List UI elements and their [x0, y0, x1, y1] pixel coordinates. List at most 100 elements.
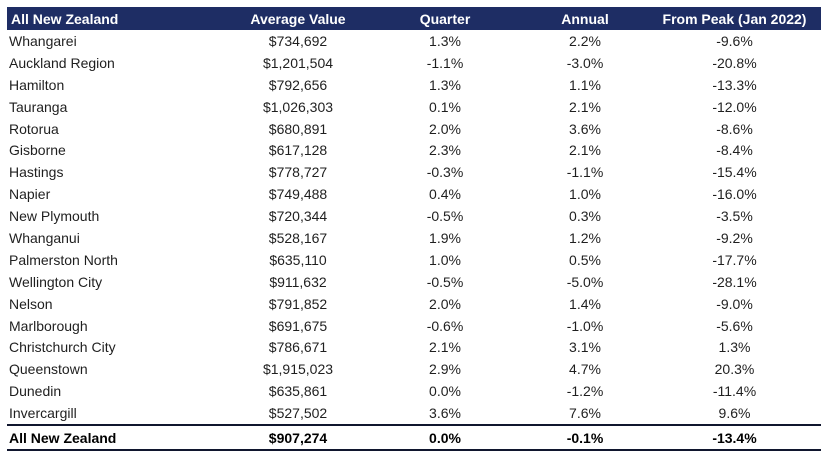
value-cell: 2.0%: [429, 295, 461, 312]
footer-value-cell: -0.1%: [522, 424, 648, 452]
value-cell: $635,110: [269, 251, 327, 268]
table-row: Marlborough $691,675 -0.6% -1.0% -5.6%: [7, 315, 821, 337]
table-row: Queenstown $1,915,023 2.9% 4.7% 20.3%: [7, 358, 821, 380]
value-cell: 1.3%: [429, 76, 461, 93]
value-cell: $734,692: [268, 32, 328, 49]
region-name-cell: Dunedin: [9, 383, 62, 400]
region-name-cell: Auckland Region: [9, 54, 115, 71]
table-footer: All New Zealand $907,274 0.0% -0.1% -13.4%: [7, 424, 821, 452]
value-cell: 2.9%: [429, 361, 461, 378]
footer-value-cell: -13.4%: [648, 424, 821, 452]
value-cell: 2.1%: [569, 142, 601, 159]
column-header: From Peak (Jan 2022): [648, 7, 821, 30]
value-cell: -8.6%: [716, 120, 753, 137]
value-cell: 9.6%: [718, 405, 751, 422]
table-row: Wellington City $911,632 -0.5% -5.0% -28.1%: [7, 271, 821, 293]
value-cell: 20.3%: [714, 361, 755, 378]
value-cell: -9.2%: [716, 229, 753, 246]
region-name-cell: Tauranga: [9, 98, 68, 115]
region-name-cell: Whangarei: [9, 32, 77, 49]
table-row: Hastings $778,727 -0.3% -1.1% -15.4%: [7, 161, 821, 183]
value-cell: 7.6%: [569, 405, 601, 422]
value-cell: 1.3%: [718, 339, 751, 356]
value-cell: 2.1%: [569, 98, 601, 115]
column-header: Average Value: [228, 7, 368, 30]
value-cell: 0.0%: [429, 383, 461, 400]
region-name-cell: Gisborne: [9, 142, 66, 159]
value-cell: 0.5%: [569, 251, 601, 268]
table-row: Hamilton $792,656 1.3% 1.1% -13.3%: [7, 74, 821, 96]
value-cell: -3.5%: [716, 208, 753, 225]
region-name-cell: Rotorua: [9, 120, 59, 137]
table-header: All New Zealand Average Value Quarter Annua…: [7, 7, 821, 30]
footer-value-cell: 0.0%: [368, 424, 522, 452]
regional-values-table: All New Zealand Average Value Quarter Annua…: [7, 7, 821, 452]
value-cell: $691,675: [268, 317, 328, 334]
value-cell: -1.0%: [566, 317, 604, 334]
table-row: Tauranga $1,026,303 0.1% 2.1% -12.0%: [7, 96, 821, 118]
region-name-cell: Palmerston North: [9, 251, 118, 268]
region-name-cell: New Plymouth: [9, 208, 100, 225]
value-cell: -0.6%: [426, 317, 464, 334]
value-cell: 0.3%: [569, 208, 601, 225]
table-body: Whangarei $734,692 1.3% 2.2% -9.6% Auckland R…: [7, 30, 821, 425]
value-cell: -16.0%: [712, 186, 757, 203]
table-row: Whangarei $734,692 1.3% 2.2% -9.6%: [7, 30, 821, 52]
value-cell: $720,344: [268, 208, 328, 225]
value-cell: -5.0%: [566, 273, 604, 290]
table-row: Rotorua $680,891 2.0% 3.6% -8.6%: [7, 118, 821, 140]
value-cell: -11.4%: [712, 383, 757, 400]
value-cell: 2.2%: [569, 32, 601, 49]
value-cell: $1,201,504: [262, 54, 334, 71]
value-cell: 1.9%: [429, 229, 461, 246]
value-cell: $617,128: [268, 142, 328, 159]
table-row: Invercargill $527,502 3.6% 7.6% 9.6%: [7, 402, 821, 425]
value-cell: -9.6%: [716, 32, 753, 49]
value-cell: -8.4%: [716, 142, 753, 159]
table-row: Dunedin $635,861 0.0% -1.2% -11.4%: [7, 380, 821, 402]
value-cell: $911,632: [269, 273, 327, 290]
table-row: Napier $749,488 0.4% 1.0% -16.0%: [7, 183, 821, 205]
value-cell: $792,656: [268, 76, 328, 93]
table-row: Gisborne $617,128 2.3% 2.1% -8.4%: [7, 139, 821, 161]
value-cell: -15.4%: [712, 164, 757, 181]
column-header: Quarter: [368, 7, 522, 30]
value-cell: -12.0%: [712, 98, 757, 115]
value-cell: -0.5%: [426, 273, 464, 290]
value-cell: $680,891: [268, 120, 328, 137]
value-cell: 1.1%: [569, 76, 601, 93]
value-cell: 1.0%: [569, 186, 601, 203]
table-row: Christchurch City $786,671 2.1% 3.1% 1.3%: [7, 336, 821, 358]
value-cell: 1.3%: [429, 32, 461, 49]
value-cell: 3.6%: [429, 405, 461, 422]
value-cell: $1,026,303: [262, 98, 334, 115]
value-cell: 1.0%: [429, 251, 461, 268]
footer-value-cell: $907,274: [228, 424, 368, 452]
value-cell: 0.4%: [429, 186, 461, 203]
value-cell: 2.1%: [429, 339, 461, 356]
value-cell: $1,915,023: [262, 361, 334, 378]
region-name-cell: Napier: [9, 186, 51, 203]
value-cell: -28.1%: [712, 273, 757, 290]
value-cell: -1.1%: [566, 164, 604, 181]
value-cell: 2.0%: [429, 120, 461, 137]
region-name-cell: Invercargill: [9, 405, 77, 422]
value-cell: -1.1%: [426, 54, 464, 71]
footer-label-cell: All New Zealand: [7, 424, 228, 452]
value-cell: 3.6%: [569, 120, 601, 137]
region-name-cell: Hastings: [9, 164, 64, 181]
table-footer-row: All New Zealand $907,274 0.0% -0.1% -13.4%: [7, 424, 821, 452]
value-cell: -0.5%: [426, 208, 464, 225]
value-cell: 3.1%: [569, 339, 601, 356]
region-name-cell: Queenstown: [9, 361, 88, 378]
table-header-row: All New Zealand Average Value Quarter Annua…: [7, 7, 821, 30]
value-cell: $635,861: [268, 383, 328, 400]
value-cell: 4.7%: [569, 361, 601, 378]
value-cell: $791,852: [268, 295, 328, 312]
region-name-cell: Marlborough: [9, 317, 88, 334]
value-cell: $786,671: [268, 339, 328, 356]
table-row: New Plymouth $720,344 -0.5% 0.3% -3.5%: [7, 205, 821, 227]
table-row: Whanganui $528,167 1.9% 1.2% -9.2%: [7, 227, 821, 249]
value-cell: $749,488: [268, 186, 328, 203]
value-cell: 0.1%: [429, 98, 461, 115]
